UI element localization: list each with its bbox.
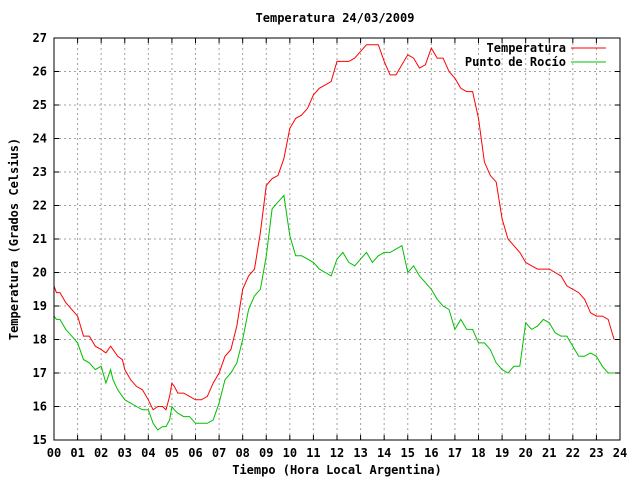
y-tick-label: 16 xyxy=(33,400,47,414)
x-tick-label: 02 xyxy=(94,446,108,460)
y-tick-labels: 15 16 17 18 19 20 21 22 23 24 25 26 27 xyxy=(33,31,47,447)
x-axis-label: Tiempo (Hora Local Argentina) xyxy=(232,463,442,477)
y-tick-label: 17 xyxy=(33,366,47,380)
legend: Temperatura Punto de Rocío xyxy=(465,41,606,69)
chart-title: Temperatura 24/03/2009 xyxy=(256,11,415,25)
series-line-punto-de-rocio xyxy=(53,194,615,431)
series-line-temperatura xyxy=(53,44,615,411)
x-tick-label: 10 xyxy=(283,446,297,460)
x-tick-label: 14 xyxy=(377,446,391,460)
y-tick-label: 22 xyxy=(33,199,47,213)
x-tick-label: 18 xyxy=(471,446,485,460)
series-layer xyxy=(53,44,615,431)
x-tick-label: 05 xyxy=(165,446,179,460)
x-tick-labels: 00 01 02 03 04 05 06 07 08 09 10 11 12 13 14 15 16 17 18 19… xyxy=(47,446,627,460)
legend-label-punto-de-rocio: Punto de Rocío xyxy=(465,55,566,69)
y-tick-label: 21 xyxy=(33,232,47,246)
y-axis-label: Temperatura (Grados Celsius) xyxy=(7,138,21,340)
x-tick-label: 04 xyxy=(141,446,155,460)
y-tick-label: 15 xyxy=(33,433,47,447)
x-tick-label: 00 xyxy=(47,446,61,460)
y-tick-label: 25 xyxy=(33,98,47,112)
x-tick-label: 22 xyxy=(566,446,580,460)
x-tick-label: 17 xyxy=(448,446,462,460)
legend-label-temperatura: Temperatura xyxy=(487,41,566,55)
x-tick-label: 12 xyxy=(330,446,344,460)
x-tick-label: 20 xyxy=(518,446,532,460)
x-tick-label: 03 xyxy=(118,446,132,460)
x-tick-label: 06 xyxy=(188,446,202,460)
x-tick-label: 16 xyxy=(424,446,438,460)
y-tick-label: 19 xyxy=(33,299,47,313)
x-tick-label: 11 xyxy=(306,446,320,460)
x-tick-label: 13 xyxy=(353,446,367,460)
y-tick-label: 24 xyxy=(33,132,47,146)
x-tick-label: 15 xyxy=(401,446,415,460)
x-tick-label: 19 xyxy=(495,446,509,460)
x-tick-label: 09 xyxy=(259,446,273,460)
grid xyxy=(54,38,620,440)
y-tick-label: 20 xyxy=(33,266,47,280)
x-tick-label: 01 xyxy=(70,446,84,460)
x-tick-label: 08 xyxy=(235,446,249,460)
ticks xyxy=(53,37,621,441)
y-tick-label: 18 xyxy=(33,333,47,347)
x-tick-label: 24 xyxy=(613,446,627,460)
x-tick-label: 07 xyxy=(212,446,226,460)
x-tick-label: 21 xyxy=(542,446,556,460)
y-tick-label: 26 xyxy=(33,65,47,79)
y-tick-label: 27 xyxy=(33,31,47,45)
x-tick-label: 23 xyxy=(589,446,603,460)
y-tick-label: 23 xyxy=(33,165,47,179)
